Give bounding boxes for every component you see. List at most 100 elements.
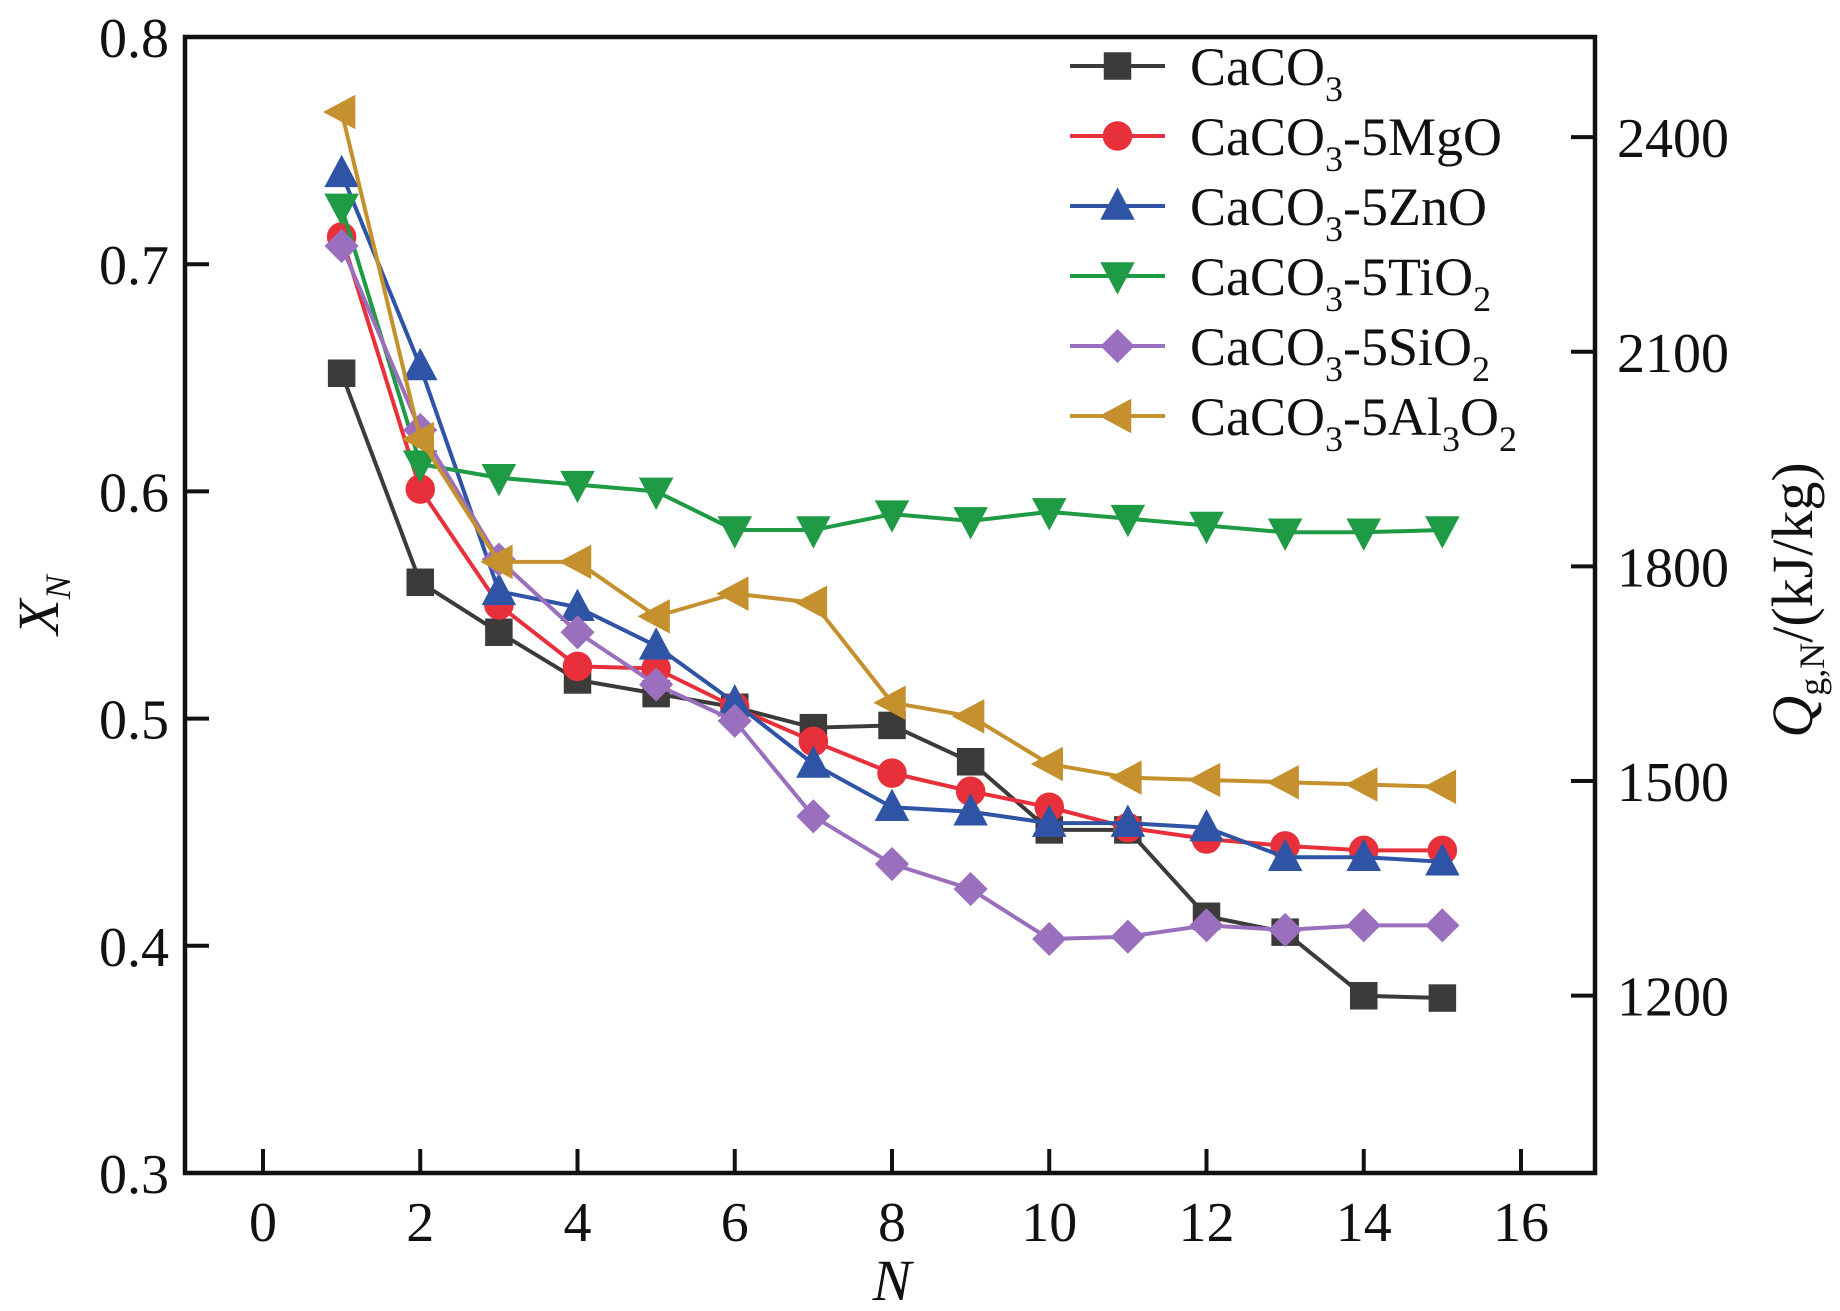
data-point	[1032, 498, 1067, 531]
x-tick-label: 12	[1179, 1192, 1235, 1254]
data-point	[796, 516, 831, 549]
data-point	[638, 477, 674, 510]
legend: CaCO3CaCO3-5MgOCaCO3-5ZnOCaCO3-5TiO2CaCO…	[1070, 37, 1517, 459]
x-axis-ticks: 0 2 4 6 8 10 12 14 16	[249, 1149, 1549, 1254]
data-point	[1189, 908, 1224, 943]
data-point	[562, 651, 593, 682]
data-point	[952, 699, 985, 734]
data-point	[953, 871, 988, 907]
legend-label-subscript: 2	[1473, 279, 1491, 319]
data-point	[1109, 760, 1142, 795]
y-tick-label: 0.8	[99, 8, 169, 70]
legend-item: CaCO3-5MgO	[1070, 107, 1502, 179]
y-tick-label: 0.7	[99, 235, 169, 297]
data-point	[485, 618, 513, 647]
x-axis-title: N	[872, 1248, 915, 1311]
data-point	[953, 507, 988, 540]
legend-label-text: -5TiO	[1343, 247, 1473, 307]
data-point	[1346, 518, 1381, 551]
data-point	[874, 788, 910, 821]
legend-marker-icon	[1098, 398, 1132, 434]
data-point	[1423, 769, 1457, 805]
legend-label-text: CaCO	[1190, 107, 1325, 167]
legend-label-subscript: 3	[1325, 419, 1343, 459]
series-group	[323, 94, 1460, 1012]
data-point	[481, 572, 517, 606]
data-point	[1189, 511, 1224, 545]
legend-label-subscript: 3	[1325, 279, 1343, 319]
y2-axis-title-main: Q	[1760, 696, 1825, 738]
data-point	[324, 228, 359, 264]
data-point	[637, 599, 670, 634]
data-point	[403, 347, 438, 381]
legend-marker-icon	[1100, 187, 1135, 220]
legend-label-text: CaCO	[1190, 387, 1325, 447]
legend-label: CaCO3-5MgO	[1190, 107, 1502, 179]
x-tick-label: 10	[1021, 1192, 1077, 1254]
data-point	[1032, 804, 1067, 837]
x-tick-label: 16	[1493, 1192, 1549, 1254]
data-point	[1110, 804, 1146, 837]
legend-label: CaCO3-5TiO2	[1190, 247, 1491, 319]
legend-label-text: -5SiO	[1343, 317, 1472, 377]
x-tick-label: 4	[564, 1192, 592, 1254]
legend-label-subscript: 3	[1325, 349, 1343, 389]
series-caco3	[327, 359, 1457, 1012]
data-point	[796, 745, 831, 778]
legend-label-text: -5ZnO	[1343, 177, 1487, 237]
y-axis-ticks: 0.3 0.4 0.5 0.6 0.7 0.8	[99, 8, 209, 1206]
y2-axis-title-unit: /(kJ/kg)	[1760, 462, 1825, 642]
series-caco3-5al3o2	[323, 94, 1457, 805]
legend-item: CaCO3-5ZnO	[1070, 177, 1487, 249]
data-point	[874, 846, 910, 882]
legend-label: CaCO3	[1190, 37, 1343, 109]
legend-label-subscript: 3	[1325, 139, 1343, 179]
legend-label-text: -5Al	[1343, 387, 1442, 447]
legend-item: CaCO3	[1070, 37, 1343, 109]
data-point	[874, 500, 910, 533]
legend-label-subscript: 3	[1325, 69, 1343, 109]
data-point	[1267, 518, 1303, 551]
legend-label: CaCO3-5Al3O2	[1190, 387, 1517, 459]
y-tick-label: 0.5	[99, 690, 169, 752]
legend-marker-icon	[1100, 328, 1135, 364]
data-point	[796, 799, 831, 834]
data-point	[639, 667, 674, 702]
legend-label-subscript: 3	[1325, 209, 1343, 249]
legend-label-text: CaCO	[1190, 37, 1325, 97]
data-point	[956, 748, 985, 776]
data-point	[403, 450, 438, 483]
x-tick-label: 6	[721, 1192, 749, 1254]
data-point	[1350, 982, 1378, 1010]
legend-label-subscript: 2	[1499, 419, 1517, 459]
y-axis-title-sub: N	[38, 573, 78, 600]
y-tick-label: 0.6	[99, 462, 169, 524]
series-caco3-5tio2	[324, 193, 1460, 551]
legend-label-subscript: 2	[1472, 349, 1490, 389]
data-point	[717, 703, 752, 738]
legend-label-text: CaCO	[1190, 177, 1325, 237]
legend-marker-icon	[1100, 262, 1135, 295]
y-axis-title-main: X	[6, 597, 71, 637]
legend-label: CaCO3-5ZnO	[1190, 177, 1487, 249]
data-point	[401, 421, 434, 457]
data-point	[953, 793, 988, 826]
data-point	[1110, 504, 1146, 538]
data-point	[1266, 764, 1299, 800]
y2-tick-label: 1200	[1617, 967, 1729, 1029]
x-tick-label: 2	[406, 1192, 434, 1254]
y-axis-title: XN	[6, 573, 78, 636]
data-point	[1425, 516, 1460, 549]
data-point	[1267, 838, 1303, 871]
data-point	[638, 627, 674, 660]
y2-axis-title: Qg,N/(kJ/kg)	[1760, 462, 1832, 737]
y2-axis-ticks: 1200 1500 1800 2100 2400	[1571, 108, 1729, 1029]
data-point	[560, 615, 595, 650]
legend-label-subscript: 3	[1442, 419, 1460, 459]
legend-item: CaCO3-5TiO2	[1070, 247, 1491, 319]
data-point	[877, 758, 907, 788]
legend-item: CaCO3-5Al3O2	[1070, 387, 1517, 459]
data-point	[1268, 912, 1303, 947]
series-caco3-5zno	[324, 154, 1460, 876]
